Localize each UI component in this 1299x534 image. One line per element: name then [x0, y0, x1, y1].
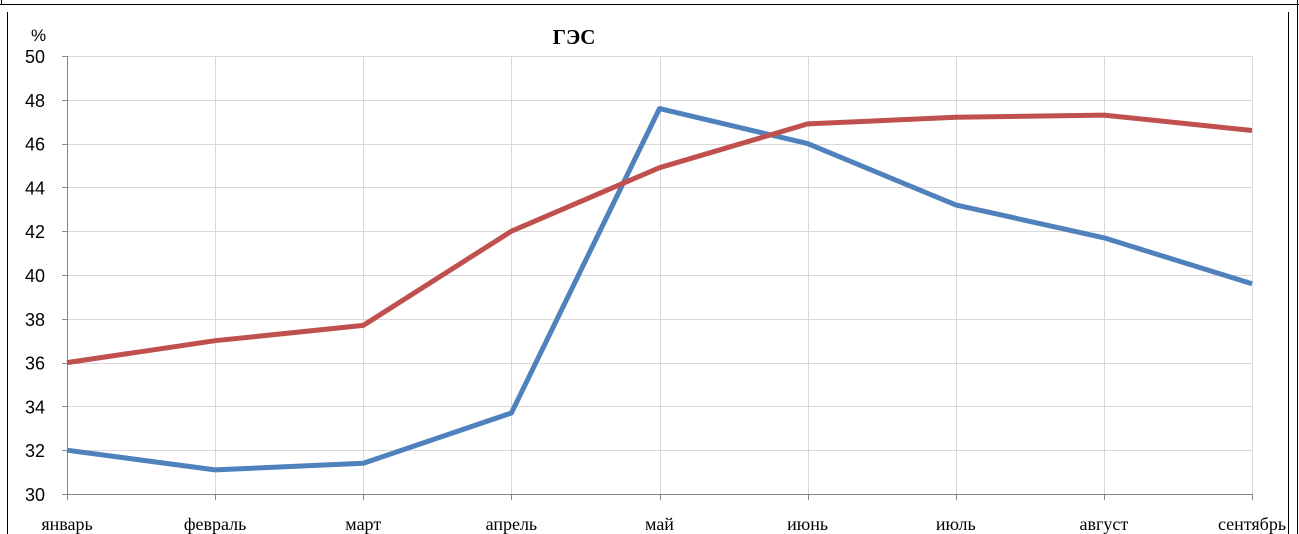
y-tick-label: 32 — [25, 441, 45, 461]
x-tick-labels: январь февраль март апрель май июнь июль август… — [41, 514, 1286, 534]
y-tick-label: 44 — [25, 178, 45, 198]
y-axis-unit-label: % — [31, 26, 46, 45]
y-tick-label: 36 — [25, 354, 45, 374]
grid — [67, 56, 1253, 494]
y-tick-label: 46 — [25, 135, 45, 155]
y-tick-label: 42 — [25, 222, 45, 242]
x-tick-label: январь — [41, 514, 92, 534]
x-tick-label: сентябрь — [1218, 514, 1286, 534]
y-tick-label: 34 — [25, 397, 45, 417]
x-tick-label: август — [1080, 514, 1129, 534]
x-tick-label: февраль — [184, 514, 247, 534]
x-tick-label: март — [345, 514, 381, 534]
x-tick-label: июль — [936, 514, 976, 534]
y-tick-label: 30 — [25, 485, 45, 505]
x-tick-label: апрель — [486, 514, 538, 534]
y-tick-label: 38 — [25, 310, 45, 330]
y-tick-labels: 30 32 34 36 38 40 42 44 46 48 50 — [25, 47, 45, 505]
chart-title: ГЭС — [553, 25, 596, 49]
x-tick-label: май — [645, 514, 674, 534]
y-tick-label: 40 — [25, 266, 45, 286]
series-group — [66, 106, 1253, 473]
y-tick-label: 48 — [25, 91, 45, 111]
series-line-2 — [66, 112, 1253, 366]
y-tick-label: 50 — [25, 47, 45, 67]
series-line-1 — [66, 106, 1253, 473]
axes — [62, 56, 1253, 500]
x-tick-label: июнь — [787, 514, 828, 534]
